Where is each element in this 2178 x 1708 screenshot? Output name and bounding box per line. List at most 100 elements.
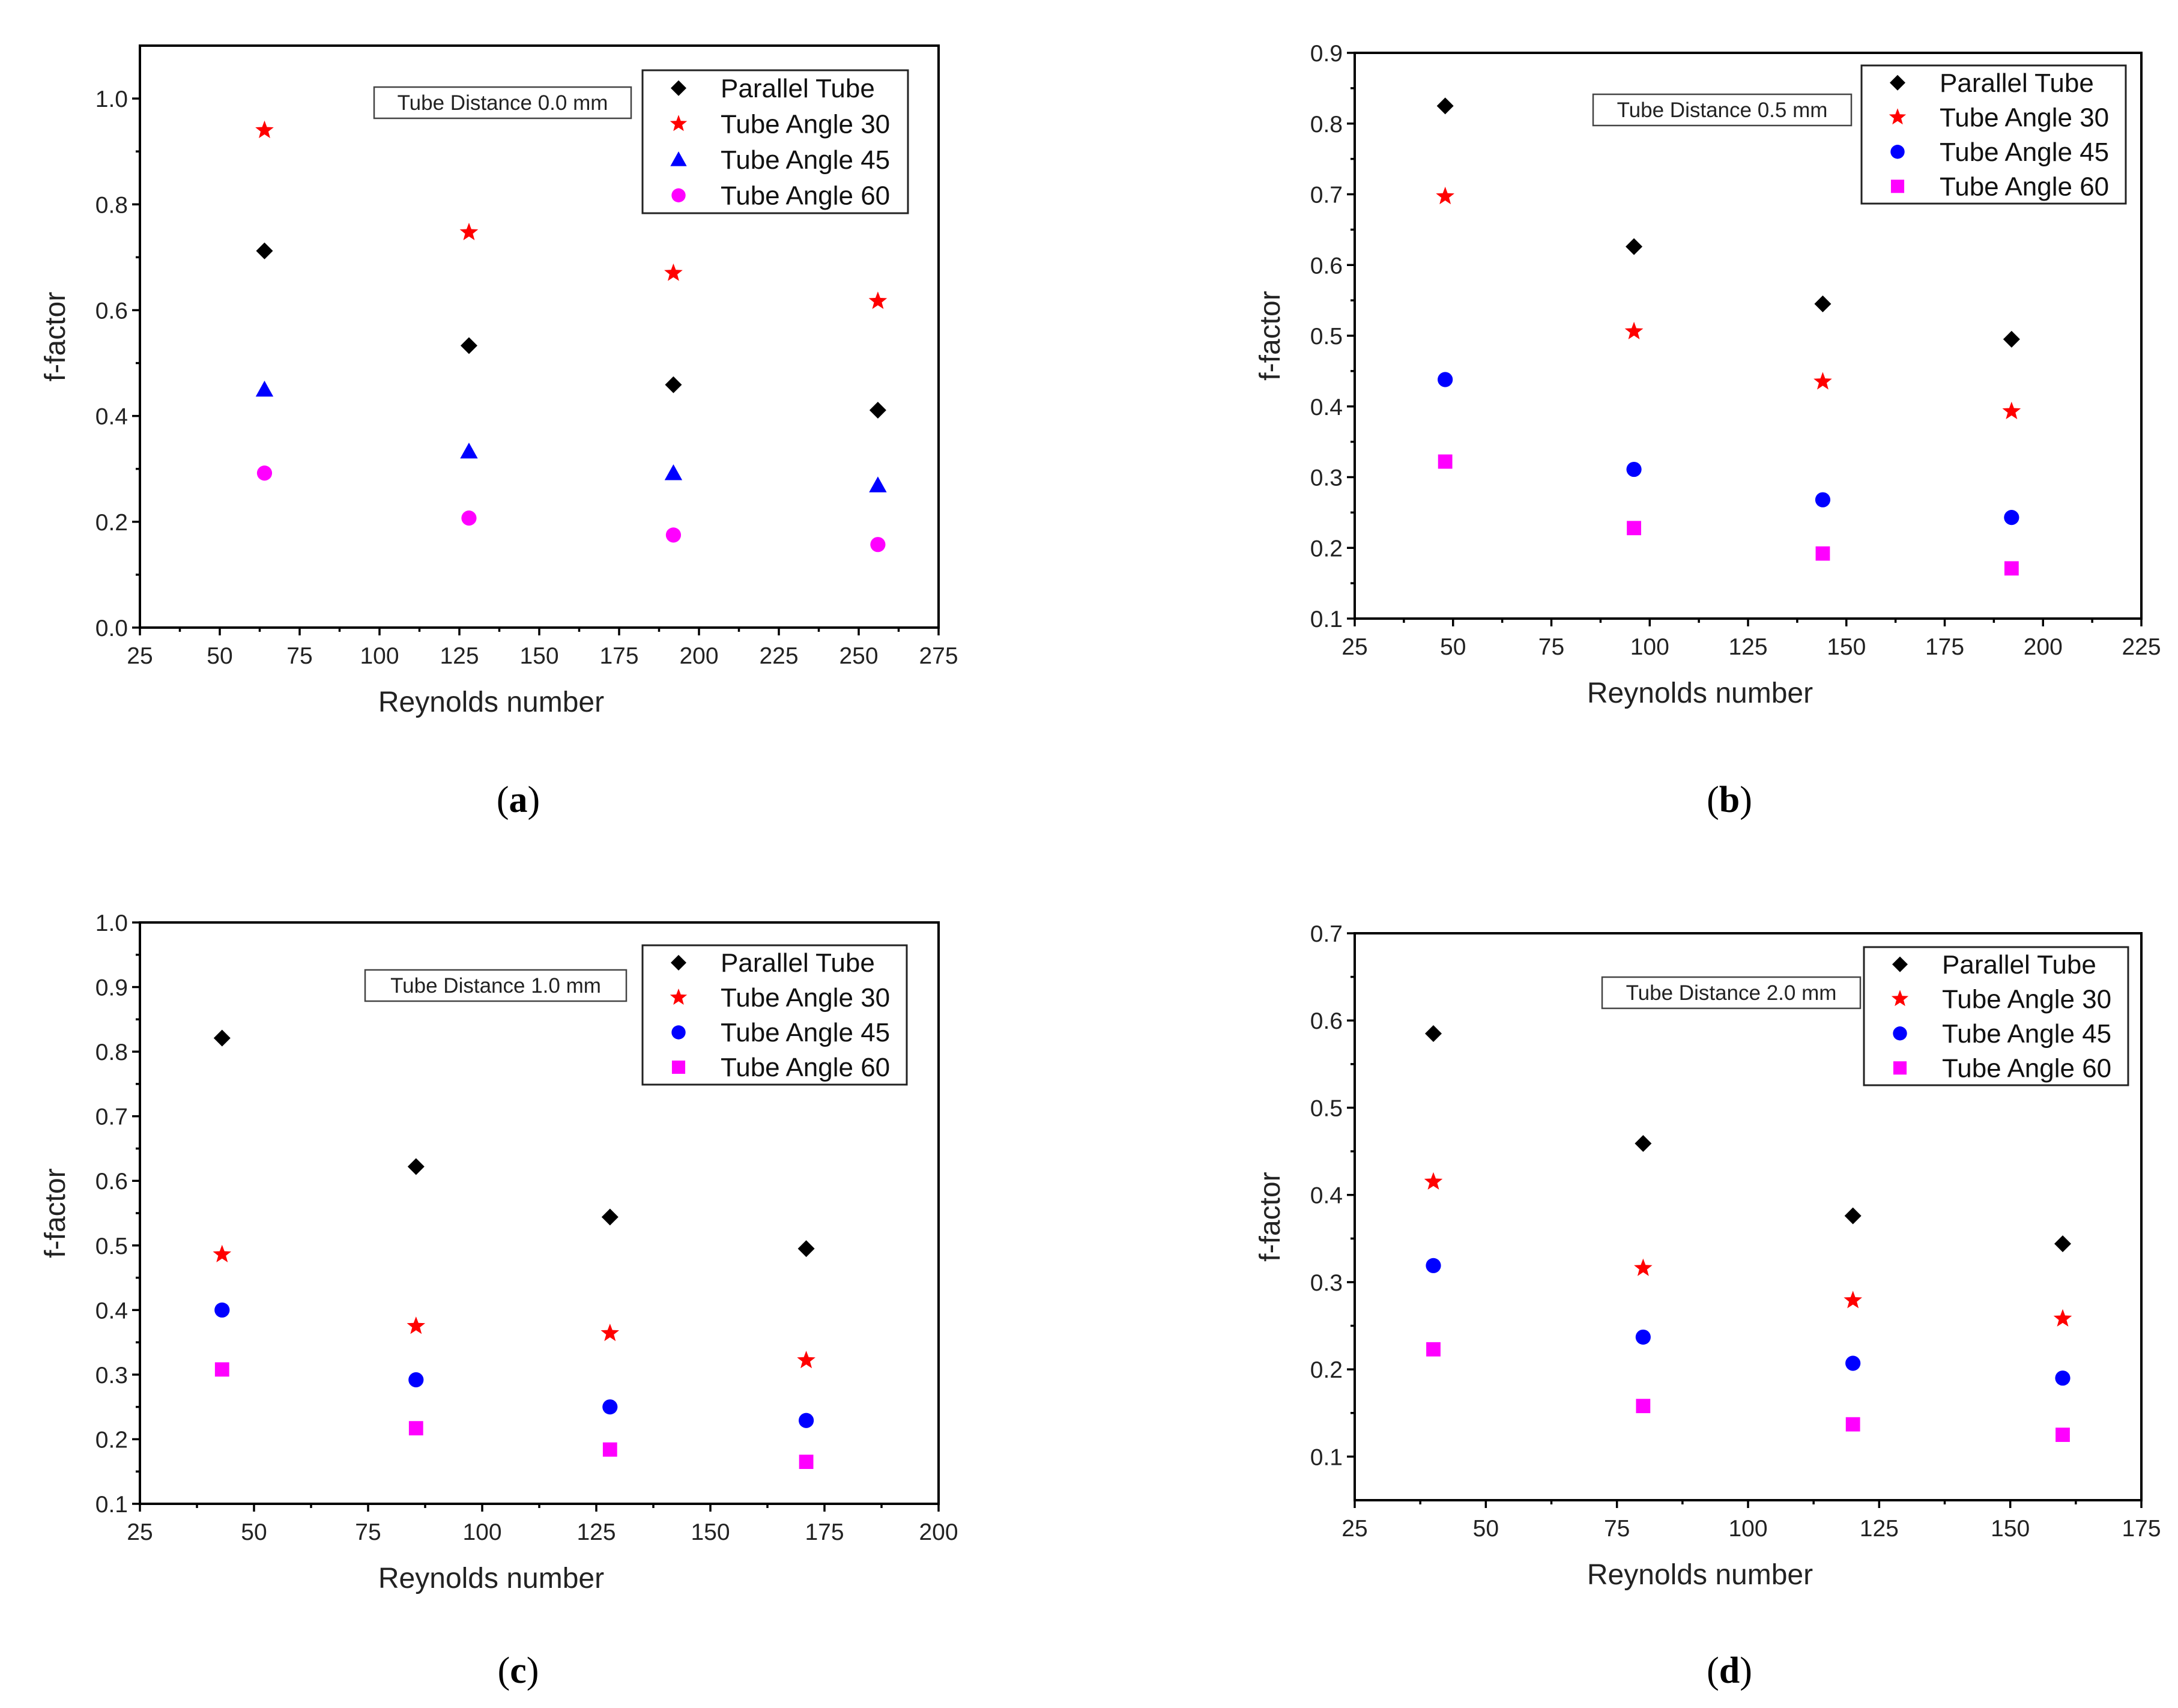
chart-c-point: [214, 1302, 230, 1318]
chart-c-annotation: Tube Distance 1.0 mm: [390, 974, 601, 998]
chart-c-legend-label: Parallel Tube: [721, 948, 875, 978]
chart-b-legend-marker: [1890, 74, 1905, 91]
chart-a-point: [256, 465, 273, 481]
chart-c-panel-caption: (c): [498, 1650, 539, 1691]
chart-c-x-tick-label: 75: [355, 1519, 381, 1545]
chart-d-legend-label: Tube Angle 30: [1942, 984, 2111, 1014]
chart-a-point: [665, 527, 682, 543]
chart-b-legend-marker: [1890, 145, 1905, 159]
chart-a-x-tick-label: 100: [360, 643, 399, 669]
chart-c-x-axis-label: Reynolds number: [378, 1563, 604, 1594]
chart-a-point: [459, 222, 479, 240]
chart-a-x-tick-label: 150: [519, 643, 558, 669]
chart-a-x-tick-label: 225: [759, 643, 798, 669]
chart-d-y-tick-label: 0.6: [1310, 1008, 1343, 1034]
chart-a-y-tick-label: 0.8: [95, 192, 128, 218]
chart-c-y-axis-label: f-factor: [40, 1168, 71, 1258]
chart-c-legend-marker: [671, 1025, 686, 1040]
chart-c-y-tick-label: 0.5: [95, 1234, 128, 1259]
chart-b-point: [1624, 321, 1644, 339]
chart-b-annotation: Tube Distance 0.5 mm: [1617, 98, 1828, 122]
chart-c-legend-label: Tube Angle 45: [721, 1018, 890, 1047]
chart-a-legend-box: [641, 69, 909, 214]
chart-d-point: [1635, 1329, 1651, 1345]
chart-c-y-tick-label: 0.9: [95, 975, 128, 1001]
chart-c-x-tick-label: 125: [576, 1519, 616, 1545]
chart-a: 25 50 75 100 125 150 175 200 225 250 275 0.0 0.2 0.4 0…: [40, 44, 958, 820]
chart-d-caption-open: (: [1707, 1650, 1719, 1691]
chart-c-x-tick-label: 25: [127, 1519, 153, 1545]
chart-c-series-tube-angle-60: [214, 1362, 814, 1469]
chart-a-x-tick-label: 200: [679, 643, 718, 669]
chart-d-y-axis-label: f-factor: [1254, 1172, 1286, 1261]
chart-b-x-axis-label: Reynolds number: [1587, 677, 1813, 709]
chart-d-legend-marker: [1891, 990, 1909, 1007]
chart-a-x-tick-label: 50: [207, 643, 232, 669]
chart-a-series-tube-angle-60: [256, 465, 886, 553]
chart-d-point: [1426, 1258, 1441, 1273]
chart-d-caption-close: ): [1740, 1650, 1752, 1691]
chart-c-point: [601, 1208, 619, 1226]
chart-d-point: [1844, 1291, 1862, 1309]
chart-a-x-tick-label: 25: [127, 643, 153, 669]
chart-d-panel-caption: (d): [1707, 1650, 1752, 1691]
chart-b-annotation-box: [1592, 93, 1853, 127]
chart-d-y-tick-label: 0.1: [1310, 1444, 1343, 1470]
chart-b-y-tick-label: 0.3: [1310, 465, 1343, 491]
chart-d-point: [2055, 1370, 2071, 1386]
chart-d-point: [2053, 1309, 2072, 1327]
chart-a-legend-marker: [671, 188, 686, 202]
chart-a-series-parallel-tube: [256, 242, 886, 419]
chart-c-series-tube-angle-45: [214, 1302, 814, 1428]
chart-c-point: [213, 1244, 232, 1262]
chart-a-x-tick-label: 75: [286, 643, 312, 669]
chart-b-series-tube-angle-45: [1438, 372, 2019, 525]
chart-b-y-tick-label: 0.1: [1310, 607, 1343, 632]
chart-d-annotation: Tube Distance 2.0 mm: [1626, 981, 1837, 1005]
chart-a-caption-close: ): [528, 780, 540, 820]
chart-c-point: [408, 1421, 423, 1436]
chart-b-y-tick-label: 0.9: [1310, 41, 1343, 67]
chart-c-y-tick-label: 0.4: [95, 1298, 128, 1324]
chart-b-point: [1813, 372, 1832, 390]
chart-b-y-tick-label: 0.5: [1310, 324, 1343, 350]
chart-c: 25 50 75 100 125 150 175 200 0.1 0.2 0.3 0.4 0.5 0.6 0…: [40, 910, 958, 1691]
chart-b-x-tick-label: 50: [1440, 634, 1466, 660]
chart-c-y-tick-label: 0.2: [95, 1427, 128, 1453]
chart-a-caption-letter: a: [509, 780, 528, 820]
chart-b-series-tube-angle-60: [1438, 454, 2019, 576]
chart-a-legend-marker: [670, 115, 688, 132]
chart-c-y-tick-label: 0.3: [95, 1363, 128, 1389]
chart-d-series-parallel-tube: [1425, 1025, 2071, 1253]
chart-a-legend-label: Tube Angle 30: [721, 109, 890, 139]
chart-a-point: [664, 263, 683, 281]
chart-d-series-tube-angle-45: [1426, 1258, 2071, 1386]
chart-c-point: [797, 1351, 815, 1369]
chart-a-point: [868, 291, 888, 309]
chart-b-x-tick-label: 75: [1538, 634, 1564, 660]
chart-b-point: [1438, 372, 1453, 387]
chart-d-point: [1424, 1172, 1443, 1190]
chart-b-legend-marker: [1890, 180, 1905, 193]
chart-c-y-tick-label: 1.0: [95, 910, 128, 936]
chart-b-x-tick-label: 175: [1925, 634, 1964, 660]
chart-b-y-tick-label: 0.2: [1310, 536, 1343, 562]
chart-a-panel-caption: (a): [497, 780, 540, 820]
chart-a-point: [255, 120, 274, 138]
chart-a-legend-label: Parallel Tube: [721, 74, 875, 103]
chart-c-point: [602, 1399, 618, 1415]
chart-b-point: [2004, 510, 2019, 525]
chart-b-caption-letter: b: [1719, 780, 1740, 820]
chart-d-x-tick-label: 125: [1860, 1516, 1899, 1542]
chart-b-y-tick-label: 0.7: [1310, 183, 1343, 208]
chart-b-point: [2004, 561, 2019, 576]
chart-b-series-tube-angle-30: [1436, 186, 2021, 419]
chart-d-caption-letter: d: [1719, 1650, 1740, 1691]
chart-b-caption-close: ): [1740, 780, 1752, 820]
chart-b-point: [1626, 461, 1642, 477]
chart-c-point: [602, 1442, 617, 1457]
chart-c-point: [799, 1413, 814, 1428]
chart-a-point: [460, 337, 477, 354]
chart-a-legend-marker: [670, 151, 687, 166]
